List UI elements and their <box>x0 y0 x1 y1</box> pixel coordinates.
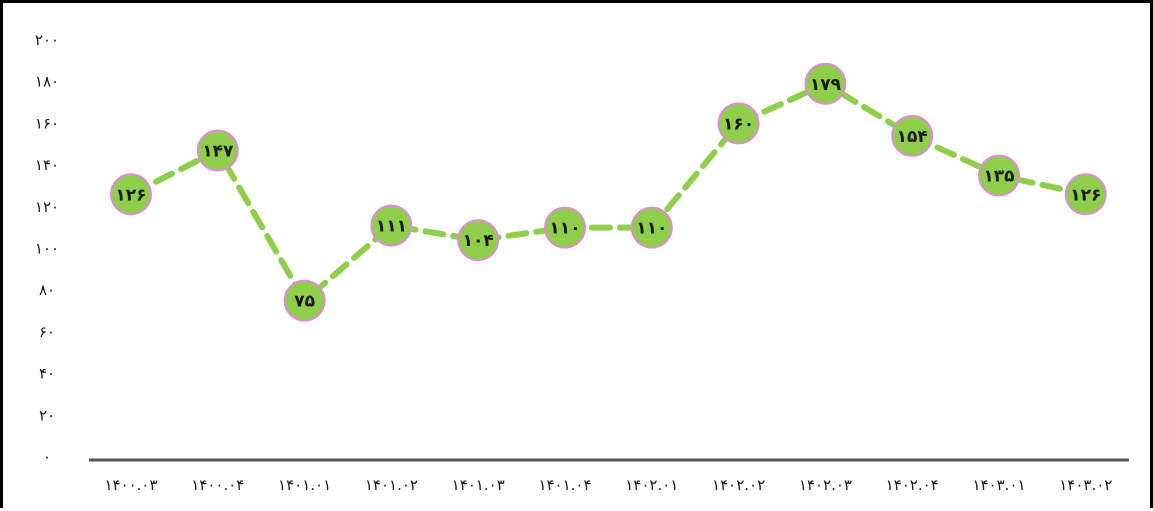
data-markers <box>110 62 1107 322</box>
data-point <box>110 173 152 216</box>
data-point <box>804 62 847 105</box>
y-tick-label: ۶۰ <box>39 323 55 341</box>
x-tick-label: ۱۴۰۲.۰۳ <box>799 476 852 494</box>
data-label: ۱۱۱ <box>376 217 407 237</box>
x-tick-label: ۱۴۰۲.۰۴ <box>886 476 939 494</box>
y-axis-ticks: ۰ ۲۰ ۴۰ ۶۰ ۸۰ ۱۰۰ ۱۲۰ ۱۴۰ ۱۶۰ ۱۸۰ ۲۰۰ <box>35 31 59 466</box>
data-label: ۱۱۰ <box>549 219 580 239</box>
y-tick-label: ۲۰ <box>39 406 55 424</box>
data-point <box>1064 173 1107 216</box>
y-tick-label: ۱۰۰ <box>35 240 59 258</box>
y-tick-label: ۱۶۰ <box>35 114 59 132</box>
data-point <box>370 204 413 247</box>
data-label: ۱۶۰ <box>723 114 754 134</box>
y-tick-label: ۸۰ <box>39 281 55 299</box>
x-tick-label: ۱۴۰۱.۰۲ <box>365 476 418 494</box>
data-point <box>978 154 1020 197</box>
y-tick-label: ۱۲۰ <box>35 198 59 216</box>
series-path <box>128 80 1089 304</box>
y-tick-label: ۲۰۰ <box>35 31 59 49</box>
data-label: ۱۲۶ <box>1070 185 1101 205</box>
data-label: ۱۴۷ <box>202 142 234 162</box>
data-label: ۱۷۹ <box>810 75 842 95</box>
data-point <box>891 114 934 157</box>
x-axis-ticks: ۱۴۰۰.۰۳ ۱۴۰۰.۰۴ ۱۴۰۱.۰۱ ۱۴۰۱.۰۲ ۱۴۰۱.۰۳ ۱۴۰۱.… <box>104 476 1112 494</box>
x-tick-label: ۱۴۰۲.۰۲ <box>712 476 765 494</box>
series-line <box>128 80 1089 304</box>
data-label: ۱۰۴ <box>463 231 494 251</box>
y-tick-label: ۱۴۰ <box>35 156 59 174</box>
data-point <box>544 206 586 249</box>
data-label: ۱۲۶ <box>115 185 146 205</box>
data-label: ۷۵ <box>294 292 315 312</box>
x-tick-label: ۱۴۰۰.۰۴ <box>191 476 244 494</box>
x-tick-label: ۱۴۰۲.۰۱ <box>625 476 678 494</box>
x-tick-label: ۱۴۰۳.۰۲ <box>1059 476 1112 494</box>
y-tick-label: ۰ <box>43 448 51 466</box>
data-point <box>283 279 326 322</box>
data-label: ۱۵۴ <box>897 127 928 147</box>
data-label: ۱۳۵ <box>983 167 1014 187</box>
data-label: ۱۱۰ <box>636 219 667 239</box>
data-point <box>196 129 239 172</box>
x-tick-label: ۱۴۰۱.۰۳ <box>452 476 505 494</box>
y-tick-label: ۱۸۰ <box>35 73 59 91</box>
data-labels: ۱۲۶ ۱۴۷ ۷۵ ۱۱۱ ۱۰۴ ۱۱۰ ۱۱۰ ۱۶۰ ۱۷۹ ۱۵۴ ۱۳۵ ۱۲۶ <box>115 75 1101 312</box>
data-point <box>630 206 673 249</box>
data-point <box>717 102 760 145</box>
x-tick-label: ۱۴۰۳.۰۱ <box>972 476 1025 494</box>
x-tick-label: ۱۴۰۱.۰۴ <box>538 476 591 494</box>
x-tick-label: ۱۴۰۱.۰۱ <box>278 476 331 494</box>
y-tick-label: ۴۰ <box>39 365 55 383</box>
data-point <box>457 219 500 262</box>
x-tick-label: ۱۴۰۰.۰۳ <box>104 476 157 494</box>
